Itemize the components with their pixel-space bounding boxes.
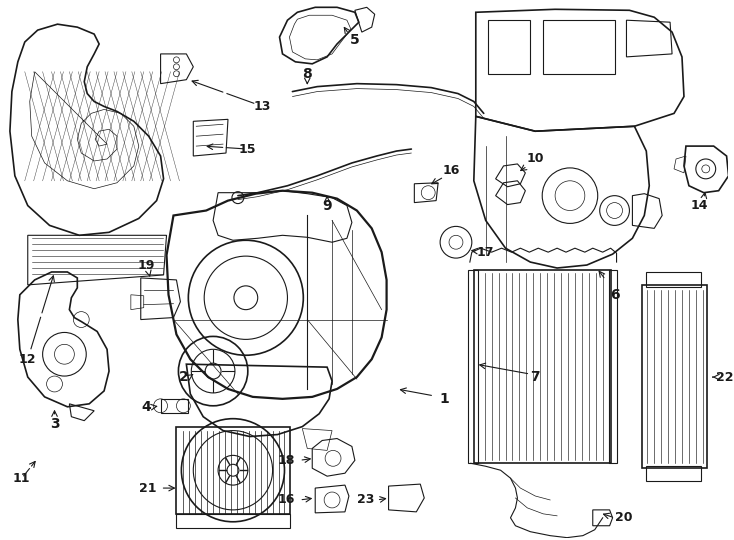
- Bar: [468, 270, 478, 463]
- Bar: [176, 427, 291, 514]
- Text: 1: 1: [439, 392, 449, 406]
- Text: 22: 22: [716, 370, 733, 383]
- Bar: [608, 270, 617, 463]
- Text: 13: 13: [254, 100, 272, 113]
- Bar: [647, 272, 701, 287]
- Text: 5: 5: [350, 33, 360, 47]
- Bar: [642, 285, 707, 468]
- Text: 11: 11: [13, 471, 31, 485]
- Text: 2: 2: [178, 370, 188, 384]
- Text: 10: 10: [526, 152, 544, 165]
- Text: 14: 14: [690, 199, 708, 212]
- Bar: [161, 399, 189, 413]
- Text: 6: 6: [610, 288, 619, 302]
- Bar: [176, 514, 291, 528]
- Text: 17: 17: [477, 246, 495, 259]
- Text: 21: 21: [139, 482, 156, 495]
- Text: 16: 16: [443, 164, 459, 177]
- Text: 19: 19: [138, 259, 156, 272]
- Text: 8: 8: [302, 67, 312, 81]
- Text: 16: 16: [278, 494, 295, 507]
- Text: 20: 20: [614, 511, 632, 524]
- Text: 12: 12: [19, 353, 37, 366]
- Text: 4: 4: [142, 400, 152, 414]
- Text: 23: 23: [357, 494, 374, 507]
- Bar: [647, 466, 701, 481]
- Text: 3: 3: [50, 417, 59, 430]
- Text: 9: 9: [322, 199, 332, 213]
- Text: 18: 18: [278, 454, 295, 467]
- Bar: [474, 270, 611, 463]
- Text: 15: 15: [239, 143, 257, 156]
- Text: 7: 7: [531, 370, 540, 384]
